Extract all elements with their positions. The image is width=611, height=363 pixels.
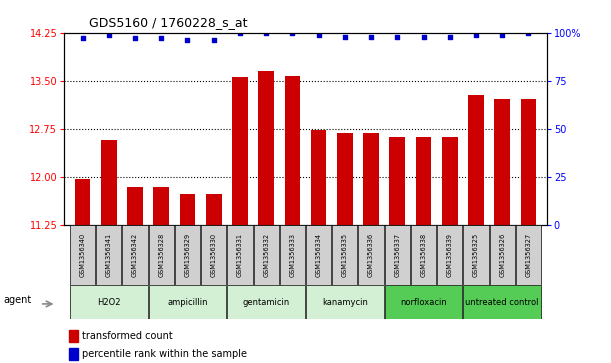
Text: transformed count: transformed count: [82, 331, 174, 341]
Bar: [69, 330, 78, 342]
Text: GSM1356337: GSM1356337: [394, 233, 400, 277]
Point: [104, 32, 114, 37]
Bar: [201, 225, 226, 285]
Text: GSM1356335: GSM1356335: [342, 233, 348, 277]
Text: untreated control: untreated control: [466, 298, 539, 307]
Text: GSM1356331: GSM1356331: [237, 233, 243, 277]
Point: [156, 36, 166, 41]
Bar: [148, 225, 174, 285]
Point: [235, 30, 245, 36]
Bar: [494, 99, 510, 225]
Text: GSM1356341: GSM1356341: [106, 233, 112, 277]
Bar: [75, 179, 90, 225]
Text: H2O2: H2O2: [97, 298, 120, 307]
Bar: [332, 225, 357, 285]
Text: gentamicin: gentamicin: [243, 298, 290, 307]
Bar: [227, 225, 252, 285]
Text: GSM1356333: GSM1356333: [290, 233, 295, 277]
Bar: [337, 133, 353, 225]
Text: ampicillin: ampicillin: [167, 298, 208, 307]
Text: kanamycin: kanamycin: [322, 298, 368, 307]
Bar: [359, 225, 384, 285]
Bar: [69, 348, 78, 360]
Bar: [96, 225, 122, 285]
Bar: [411, 225, 436, 285]
Point: [262, 30, 271, 36]
Text: GSM1356336: GSM1356336: [368, 233, 374, 277]
Bar: [463, 285, 541, 319]
Point: [183, 37, 192, 43]
Text: GSM1356330: GSM1356330: [211, 233, 217, 277]
Bar: [463, 225, 489, 285]
Point: [288, 30, 298, 36]
Bar: [415, 136, 431, 225]
Bar: [122, 225, 148, 285]
Text: GSM1356338: GSM1356338: [420, 233, 426, 277]
Bar: [306, 225, 331, 285]
Bar: [363, 133, 379, 225]
Text: GSM1356332: GSM1356332: [263, 233, 269, 277]
Bar: [280, 225, 305, 285]
Bar: [101, 140, 117, 225]
Bar: [127, 187, 143, 225]
Bar: [389, 137, 405, 225]
Bar: [206, 194, 222, 225]
Bar: [227, 285, 305, 319]
Text: GSM1356339: GSM1356339: [447, 233, 453, 277]
Point: [471, 32, 481, 37]
Point: [130, 36, 140, 41]
Bar: [516, 225, 541, 285]
Bar: [153, 187, 169, 225]
Point: [209, 37, 219, 43]
Bar: [306, 285, 384, 319]
Text: GSM1356327: GSM1356327: [525, 233, 532, 277]
Point: [445, 34, 455, 40]
Point: [392, 34, 402, 40]
Text: agent: agent: [3, 295, 31, 306]
Text: GSM1356326: GSM1356326: [499, 233, 505, 277]
Text: GSM1356325: GSM1356325: [473, 233, 479, 277]
Bar: [385, 285, 463, 319]
Point: [524, 30, 533, 36]
Bar: [254, 225, 279, 285]
Bar: [285, 76, 300, 225]
Bar: [385, 225, 410, 285]
Point: [340, 34, 349, 40]
Bar: [70, 225, 95, 285]
Text: GSM1356340: GSM1356340: [79, 233, 86, 277]
Bar: [437, 225, 463, 285]
Text: GSM1356329: GSM1356329: [185, 233, 191, 277]
Bar: [311, 130, 326, 225]
Text: GDS5160 / 1760228_s_at: GDS5160 / 1760228_s_at: [89, 16, 247, 29]
Bar: [232, 77, 248, 225]
Bar: [148, 285, 226, 319]
Text: GSM1356334: GSM1356334: [316, 233, 321, 277]
Point: [419, 34, 428, 40]
Text: percentile rank within the sample: percentile rank within the sample: [82, 349, 247, 359]
Bar: [258, 71, 274, 225]
Text: GSM1356342: GSM1356342: [132, 233, 138, 277]
Bar: [442, 136, 458, 225]
Point: [497, 32, 507, 37]
Point: [78, 36, 87, 41]
Bar: [521, 99, 536, 225]
Bar: [180, 193, 196, 225]
Text: GSM1356328: GSM1356328: [158, 233, 164, 277]
Text: norfloxacin: norfloxacin: [400, 298, 447, 307]
Bar: [70, 285, 148, 319]
Point: [366, 34, 376, 40]
Bar: [468, 95, 484, 225]
Bar: [489, 225, 515, 285]
Bar: [175, 225, 200, 285]
Point: [313, 32, 323, 37]
